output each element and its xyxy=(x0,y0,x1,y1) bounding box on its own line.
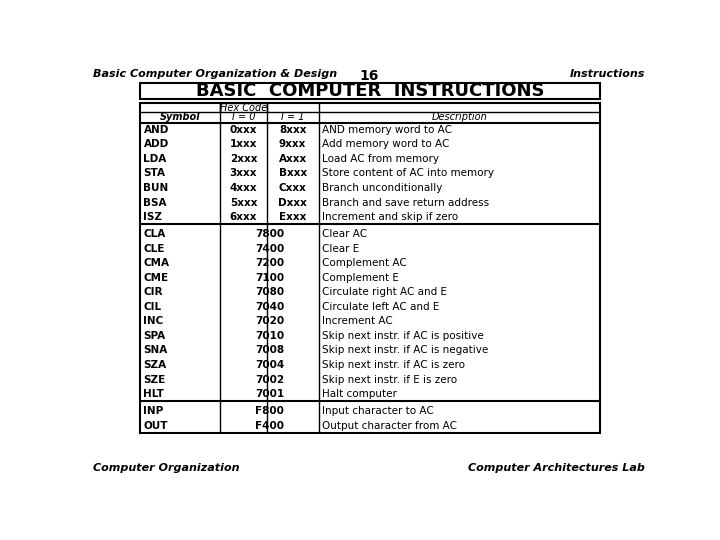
Text: Increment and skip if zero: Increment and skip if zero xyxy=(322,212,458,222)
Text: 0xxx: 0xxx xyxy=(230,125,257,135)
Text: SZE: SZE xyxy=(143,375,166,384)
Text: 8xxx: 8xxx xyxy=(279,125,307,135)
Text: F400: F400 xyxy=(255,421,284,430)
Text: 9xxx: 9xxx xyxy=(279,139,306,150)
Text: 1xxx: 1xxx xyxy=(230,139,257,150)
Text: Skip next instr. if AC is negative: Skip next instr. if AC is negative xyxy=(322,346,488,355)
Text: 7800: 7800 xyxy=(255,229,284,239)
Text: LDA: LDA xyxy=(143,154,167,164)
Text: CIL: CIL xyxy=(143,302,161,312)
Text: Clear AC: Clear AC xyxy=(322,229,367,239)
Text: 7001: 7001 xyxy=(255,389,284,399)
Text: 7008: 7008 xyxy=(255,346,284,355)
Text: Skip next instr. if AC is positive: Skip next instr. if AC is positive xyxy=(322,331,483,341)
Text: BSA: BSA xyxy=(143,198,167,207)
Text: Circulate right AC and E: Circulate right AC and E xyxy=(322,287,446,297)
Text: Input character to AC: Input character to AC xyxy=(322,406,433,416)
Text: BUN: BUN xyxy=(143,183,168,193)
Text: Skip next instr. if AC is zero: Skip next instr. if AC is zero xyxy=(322,360,464,370)
Text: Halt computer: Halt computer xyxy=(322,389,397,399)
Text: BASIC  COMPUTER  INSTRUCTIONS: BASIC COMPUTER INSTRUCTIONS xyxy=(196,83,544,100)
Text: Computer Architectures Lab: Computer Architectures Lab xyxy=(468,463,645,473)
Text: Branch and save return address: Branch and save return address xyxy=(322,198,489,207)
Text: Cxxx: Cxxx xyxy=(279,183,307,193)
Text: Skip next instr. if E is zero: Skip next instr. if E is zero xyxy=(322,375,457,384)
Text: Computer Organization: Computer Organization xyxy=(93,463,240,473)
Text: CMA: CMA xyxy=(143,258,169,268)
Text: Store content of AC into memory: Store content of AC into memory xyxy=(322,168,494,179)
Text: Complement AC: Complement AC xyxy=(322,258,407,268)
Text: Basic Computer Organization & Design: Basic Computer Organization & Design xyxy=(93,70,337,79)
Text: HLT: HLT xyxy=(143,389,164,399)
Text: 7100: 7100 xyxy=(255,273,284,283)
Text: 7010: 7010 xyxy=(255,331,284,341)
Text: Exxx: Exxx xyxy=(279,212,306,222)
Text: 16: 16 xyxy=(359,70,379,83)
Text: Clear E: Clear E xyxy=(322,244,359,254)
Text: 7080: 7080 xyxy=(255,287,284,297)
Text: 2xxx: 2xxx xyxy=(230,154,257,164)
Text: 3xxx: 3xxx xyxy=(230,168,257,179)
Text: 7002: 7002 xyxy=(255,375,284,384)
Text: 7400: 7400 xyxy=(255,244,284,254)
Text: ISZ: ISZ xyxy=(143,212,163,222)
Text: 7004: 7004 xyxy=(255,360,284,370)
Text: Dxxx: Dxxx xyxy=(278,198,307,207)
Text: AND memory word to AC: AND memory word to AC xyxy=(322,125,451,135)
Text: 4xxx: 4xxx xyxy=(230,183,257,193)
Text: STA: STA xyxy=(143,168,166,179)
Bar xyxy=(140,103,600,433)
Text: 5xxx: 5xxx xyxy=(230,198,257,207)
Text: Circulate left AC and E: Circulate left AC and E xyxy=(322,302,439,312)
Text: Hex Code: Hex Code xyxy=(220,103,267,112)
Text: Bxxx: Bxxx xyxy=(279,168,307,179)
Text: Increment AC: Increment AC xyxy=(322,316,392,326)
Text: CIR: CIR xyxy=(143,287,163,297)
Text: SNA: SNA xyxy=(143,346,168,355)
Text: SZA: SZA xyxy=(143,360,166,370)
Text: F800: F800 xyxy=(255,406,284,416)
Text: I = 1: I = 1 xyxy=(281,112,305,122)
Text: INP: INP xyxy=(143,406,163,416)
Text: Instructions: Instructions xyxy=(570,70,645,79)
Text: CME: CME xyxy=(143,273,168,283)
Bar xyxy=(140,83,600,99)
Text: 7020: 7020 xyxy=(255,316,284,326)
Text: 7200: 7200 xyxy=(255,258,284,268)
Text: Output character from AC: Output character from AC xyxy=(322,421,456,430)
Text: CLE: CLE xyxy=(143,244,165,254)
Text: OUT: OUT xyxy=(143,421,168,430)
Text: CLA: CLA xyxy=(143,229,166,239)
Text: Complement E: Complement E xyxy=(322,273,399,283)
Text: Description: Description xyxy=(431,112,487,122)
Text: 7040: 7040 xyxy=(255,302,284,312)
Text: SPA: SPA xyxy=(143,331,166,341)
Text: INC: INC xyxy=(143,316,163,326)
Text: Add memory word to AC: Add memory word to AC xyxy=(322,139,449,150)
Text: ADD: ADD xyxy=(143,139,168,150)
Text: Axxx: Axxx xyxy=(279,154,307,164)
Text: Symbol: Symbol xyxy=(160,112,201,122)
Text: AND: AND xyxy=(143,125,169,135)
Text: Load AC from memory: Load AC from memory xyxy=(322,154,438,164)
Text: I = 0: I = 0 xyxy=(232,112,255,122)
Text: Branch unconditionally: Branch unconditionally xyxy=(322,183,442,193)
Text: 6xxx: 6xxx xyxy=(230,212,257,222)
